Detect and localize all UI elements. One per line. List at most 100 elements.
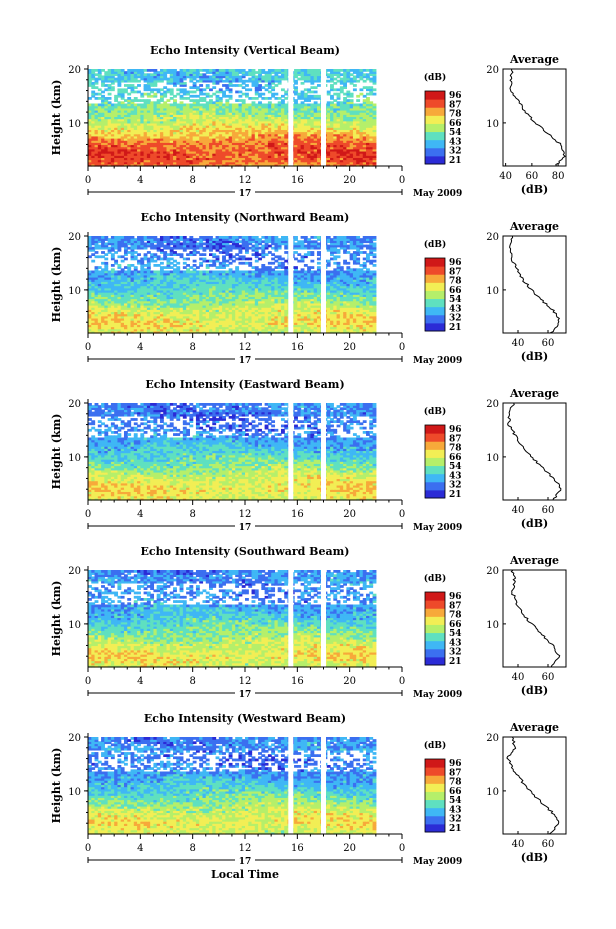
heatmap-cell xyxy=(297,300,302,304)
heatmap-cell xyxy=(343,79,347,83)
heatmap-cell xyxy=(333,159,338,163)
heatmap-cell xyxy=(294,137,298,141)
x-tick-label: 12 xyxy=(239,175,252,186)
heatmap-cell xyxy=(280,324,285,328)
heatmap-cell xyxy=(333,298,338,302)
heatmap-cell xyxy=(182,317,187,321)
heatmap-cell xyxy=(316,144,321,148)
heatmap-cell xyxy=(339,103,344,107)
heatmap-cell xyxy=(303,137,308,141)
heatmap-cell xyxy=(192,300,197,304)
heatmap-cell xyxy=(104,112,109,115)
heatmap-cell xyxy=(173,313,177,317)
heatmap-cell xyxy=(297,324,302,328)
heatmap-cell xyxy=(137,116,141,120)
heatmap-cell xyxy=(127,309,132,313)
heatmap-cell xyxy=(88,77,92,81)
heatmap-cell xyxy=(313,302,318,306)
heatmap-cell xyxy=(359,71,364,74)
heatmap-cell xyxy=(330,69,334,72)
heatmap-cell xyxy=(235,105,240,109)
heatmap-cell xyxy=(159,307,164,310)
heatmap-cell xyxy=(202,75,207,79)
heatmap-cell xyxy=(91,86,96,89)
heatmap-cell xyxy=(169,97,174,100)
heatmap-cell xyxy=(349,92,354,96)
heatmap-cell xyxy=(333,148,338,152)
heatmap-cell xyxy=(280,107,285,111)
heatmap-cell xyxy=(336,105,341,109)
heatmap-cell xyxy=(254,120,259,124)
heatmap-cell xyxy=(356,309,361,313)
heatmap-cell xyxy=(359,159,364,163)
heatmap-cell xyxy=(330,77,334,81)
heatmap-cell xyxy=(117,103,122,107)
heatmap-cell xyxy=(166,142,171,146)
heatmap-cell xyxy=(91,144,96,148)
heatmap-cell xyxy=(163,114,168,118)
heatmap-cell xyxy=(176,311,181,315)
heatmap-cell xyxy=(218,322,223,325)
heatmap-cell xyxy=(182,92,187,96)
heatmap-cell xyxy=(130,163,135,167)
heatmap-cell xyxy=(225,302,230,306)
heatmap-cell xyxy=(133,112,138,115)
heatmap-cell xyxy=(307,118,312,122)
heatmap-cell xyxy=(238,71,243,74)
heatmap-cell xyxy=(91,146,96,150)
heatmap-cell xyxy=(101,304,105,308)
heatmap-cell xyxy=(127,79,132,83)
heatmap-cell xyxy=(326,112,331,115)
heatmap-cell xyxy=(120,317,125,321)
heatmap-cell xyxy=(307,109,312,113)
heatmap-cell xyxy=(231,112,236,115)
heatmap-cell xyxy=(349,317,354,321)
heatmap-cell xyxy=(104,140,109,143)
heatmap-cell xyxy=(235,69,240,72)
heatmap-cell xyxy=(179,324,184,328)
heatmap-cell xyxy=(330,127,334,130)
heatmap-cell xyxy=(274,302,279,306)
heatmap-cell xyxy=(107,163,112,167)
y-tick-label: 10 xyxy=(68,119,81,130)
heatmap-cell xyxy=(261,75,266,79)
heatmap-cell xyxy=(156,159,161,163)
heatmap-cell xyxy=(245,125,249,128)
heatmap-cell xyxy=(97,304,102,308)
heatmap-cell xyxy=(258,131,262,135)
heatmap-cell xyxy=(300,309,305,313)
heatmap-cell xyxy=(228,125,233,128)
heatmap-cell xyxy=(258,163,262,167)
heatmap-cell xyxy=(238,79,243,83)
heatmap-cell xyxy=(130,69,135,72)
heatmap-cell xyxy=(101,81,105,85)
heatmap-cell xyxy=(179,125,184,128)
heatmap-cell xyxy=(352,125,357,128)
heatmap-cell xyxy=(218,142,223,146)
heatmap-cell xyxy=(294,315,298,319)
heatmap-cell xyxy=(179,90,184,94)
heatmap-cell xyxy=(143,69,148,72)
heatmap-cell xyxy=(137,118,141,122)
heatmap-cell xyxy=(294,105,298,109)
heatmap-cell xyxy=(218,330,223,334)
heatmap-cell xyxy=(280,120,285,124)
heatmap-cell xyxy=(137,161,141,165)
heatmap-cell xyxy=(339,131,344,135)
heatmap-cell xyxy=(169,144,174,148)
heatmap-cell xyxy=(205,122,210,126)
heatmap-cell xyxy=(307,127,312,130)
heatmap-cell xyxy=(369,127,374,130)
heatmap-cell xyxy=(248,300,253,304)
heatmap-cell xyxy=(310,133,315,137)
heatmap-cell xyxy=(294,317,298,321)
heatmap-cell xyxy=(369,129,374,133)
heatmap-cell xyxy=(258,304,262,308)
heatmap-cell xyxy=(238,125,243,128)
heatmap-cell xyxy=(303,315,308,319)
heatmap-cell xyxy=(146,127,151,130)
heatmap-cell xyxy=(120,313,125,317)
heatmap-cell xyxy=(169,311,174,315)
heatmap-cell xyxy=(117,120,122,124)
heatmap-cell xyxy=(146,112,151,115)
